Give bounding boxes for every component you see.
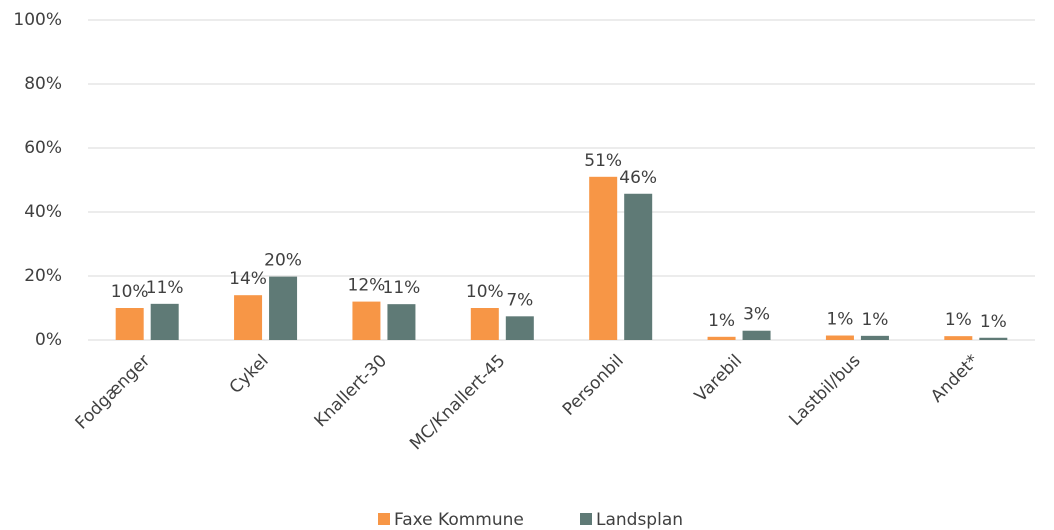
legend-swatch — [378, 513, 390, 525]
data-label: 11% — [146, 278, 184, 298]
y-tick-label: 40% — [24, 202, 62, 222]
x-tick-label: Varebil — [691, 351, 746, 406]
bar — [234, 295, 263, 340]
x-tick-label: Fodgænger — [72, 351, 155, 434]
bar — [269, 276, 298, 340]
bar — [470, 308, 499, 340]
bar — [150, 303, 179, 340]
data-label: 1% — [826, 310, 853, 330]
data-label: 51% — [584, 151, 622, 171]
y-tick-label: 100% — [13, 10, 62, 30]
data-label: 7% — [506, 290, 533, 310]
legend-label: Faxe Kommune — [394, 510, 524, 530]
legend-label: Landsplan — [596, 510, 683, 530]
x-tick-label: Lastbil/bus — [785, 351, 864, 430]
bar — [624, 193, 653, 340]
data-label: 1% — [980, 312, 1007, 332]
legend-swatch — [580, 513, 592, 525]
bar — [742, 330, 771, 340]
data-label: 10% — [466, 282, 504, 302]
y-tick-label: 20% — [24, 266, 62, 286]
data-label: 3% — [743, 305, 770, 325]
data-label: 1% — [861, 310, 888, 330]
y-tick-label: 60% — [24, 138, 62, 158]
bar — [505, 316, 534, 340]
data-label: 1% — [945, 310, 972, 330]
data-label: 20% — [264, 251, 302, 271]
data-label: 11% — [383, 278, 421, 298]
data-label: 1% — [708, 311, 735, 331]
y-tick-label: 0% — [35, 330, 62, 350]
data-label: 10% — [111, 282, 149, 302]
bar — [387, 304, 416, 340]
x-tick-label: Knallert-30 — [311, 351, 391, 431]
x-tick-label: MC/Knallert-45 — [406, 351, 509, 454]
bar — [352, 301, 381, 340]
bar — [860, 335, 889, 340]
x-tick-label: Cykel — [226, 351, 273, 398]
bar — [115, 308, 144, 340]
bar — [825, 335, 854, 340]
bar — [979, 337, 1008, 340]
x-tick-label: Personbil — [559, 351, 628, 420]
bar — [589, 176, 618, 340]
bar — [707, 336, 736, 340]
bar — [944, 336, 973, 340]
data-label: 14% — [229, 269, 267, 289]
data-label: 12% — [348, 276, 386, 296]
y-tick-label: 80% — [24, 74, 62, 94]
data-label: 46% — [619, 168, 657, 188]
x-tick-label: Andet* — [927, 351, 983, 407]
